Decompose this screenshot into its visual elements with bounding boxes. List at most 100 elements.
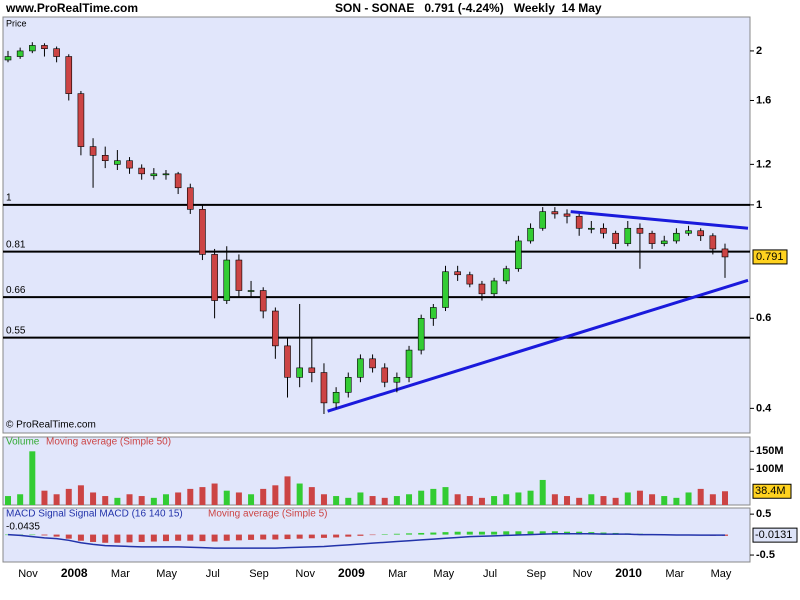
macd-histogram bbox=[29, 534, 36, 536]
candle-body bbox=[259, 290, 267, 312]
volume-bar bbox=[406, 494, 413, 505]
volume-bar bbox=[454, 494, 461, 505]
volume-bar bbox=[248, 494, 255, 505]
volume-bar bbox=[41, 490, 48, 505]
volume-bar bbox=[624, 492, 631, 505]
y-tick-label: 1 bbox=[756, 199, 762, 211]
macd-histogram bbox=[41, 534, 48, 536]
last-volume-box bbox=[752, 483, 792, 499]
volume-bar bbox=[235, 492, 242, 505]
macd-histogram bbox=[527, 531, 534, 535]
candle-body bbox=[575, 215, 583, 229]
volume-bar bbox=[636, 490, 643, 505]
y-tick-label: 150M bbox=[756, 445, 784, 457]
y-tick-label: 100M bbox=[756, 463, 784, 475]
x-tick-label: Nov bbox=[573, 568, 593, 580]
candle-body bbox=[502, 268, 510, 282]
candle-body bbox=[174, 173, 182, 189]
volume-bar bbox=[551, 494, 558, 505]
volume-bar bbox=[65, 488, 72, 505]
price-panel bbox=[2, 16, 751, 434]
candle-body bbox=[369, 358, 376, 369]
y-tick-label: 1.6 bbox=[756, 94, 771, 106]
volume-bar bbox=[29, 451, 36, 505]
x-tick-label: Mar bbox=[388, 568, 407, 580]
candle-body bbox=[138, 167, 145, 175]
y-tick-label: 2 bbox=[756, 45, 762, 57]
candle-body bbox=[442, 271, 449, 308]
macd-line bbox=[7, 533, 726, 549]
volume-bar bbox=[308, 487, 315, 505]
volume-bar bbox=[491, 496, 498, 505]
y-tick-label: -0.5 bbox=[756, 549, 775, 561]
panel-label: Volume bbox=[6, 437, 40, 448]
volume-bar bbox=[260, 488, 267, 505]
macd-histogram bbox=[162, 534, 169, 542]
candle-body bbox=[332, 392, 340, 404]
volume-bar bbox=[199, 487, 206, 505]
candle-body bbox=[4, 56, 12, 61]
volume-bar bbox=[162, 494, 169, 505]
macd-histogram bbox=[551, 531, 558, 535]
macd-histogram bbox=[478, 531, 485, 535]
level-label: 0.55 bbox=[6, 325, 26, 336]
x-tick-label: 2008 bbox=[61, 566, 88, 580]
last-macd-box bbox=[752, 527, 798, 543]
volume-bar bbox=[381, 497, 388, 505]
volume-bar bbox=[357, 492, 364, 505]
candle-body bbox=[126, 160, 133, 169]
candle-body bbox=[272, 310, 279, 347]
candle-body bbox=[430, 307, 437, 319]
macd-histogram bbox=[77, 534, 84, 541]
candle-body bbox=[308, 367, 316, 373]
macd-histogram bbox=[53, 534, 60, 537]
volume-bar bbox=[175, 492, 182, 505]
volume-bar bbox=[442, 487, 449, 505]
volume-bar bbox=[333, 496, 340, 505]
volume-bar bbox=[345, 497, 352, 505]
candle-body bbox=[563, 213, 571, 217]
volume-bar bbox=[673, 497, 680, 505]
macd-histogram bbox=[90, 534, 97, 542]
signal-label: -0.0435 bbox=[6, 522, 40, 533]
macd-histogram bbox=[406, 533, 413, 535]
macd-histogram bbox=[260, 534, 267, 540]
candle-body bbox=[527, 227, 534, 242]
x-tick-label: Mar bbox=[665, 568, 684, 580]
x-tick-label: Sep bbox=[249, 568, 269, 580]
candle-body bbox=[673, 232, 680, 242]
candle-body bbox=[515, 240, 522, 270]
macd-histogram bbox=[296, 534, 303, 539]
candle-body bbox=[320, 372, 328, 404]
macd-histogram bbox=[722, 534, 728, 536]
candle-body bbox=[186, 187, 194, 210]
macd-histogram bbox=[284, 534, 291, 540]
candle-body bbox=[709, 235, 717, 250]
volume-bar bbox=[564, 496, 571, 505]
candle-body bbox=[29, 45, 36, 52]
candle-body bbox=[16, 50, 24, 57]
x-tick-label: Jul bbox=[483, 568, 497, 580]
volume-bar bbox=[393, 496, 400, 505]
macd-histogram bbox=[491, 531, 498, 535]
candle-body bbox=[478, 283, 486, 295]
macd-histogram bbox=[333, 534, 340, 538]
candle-body bbox=[636, 227, 644, 234]
last-volume-label: 38.4M bbox=[755, 485, 786, 497]
candle-body bbox=[114, 160, 121, 165]
last-macd-label: -0.0131 bbox=[755, 529, 792, 541]
last-price-box bbox=[752, 249, 788, 265]
volume-bar bbox=[478, 497, 485, 505]
volume-bar bbox=[685, 492, 692, 505]
volume-bar bbox=[709, 494, 716, 505]
volume-bar bbox=[466, 496, 473, 505]
volume-bar bbox=[77, 485, 84, 505]
panel-label: MACD Signal Signal MACD (16 140 15) bbox=[6, 509, 183, 520]
macd-histogram bbox=[235, 534, 242, 541]
volume-bar bbox=[296, 483, 303, 505]
candle-body bbox=[417, 318, 425, 351]
candle-body bbox=[721, 248, 729, 258]
level-label: 0.66 bbox=[6, 285, 26, 296]
candle-body bbox=[466, 274, 474, 285]
